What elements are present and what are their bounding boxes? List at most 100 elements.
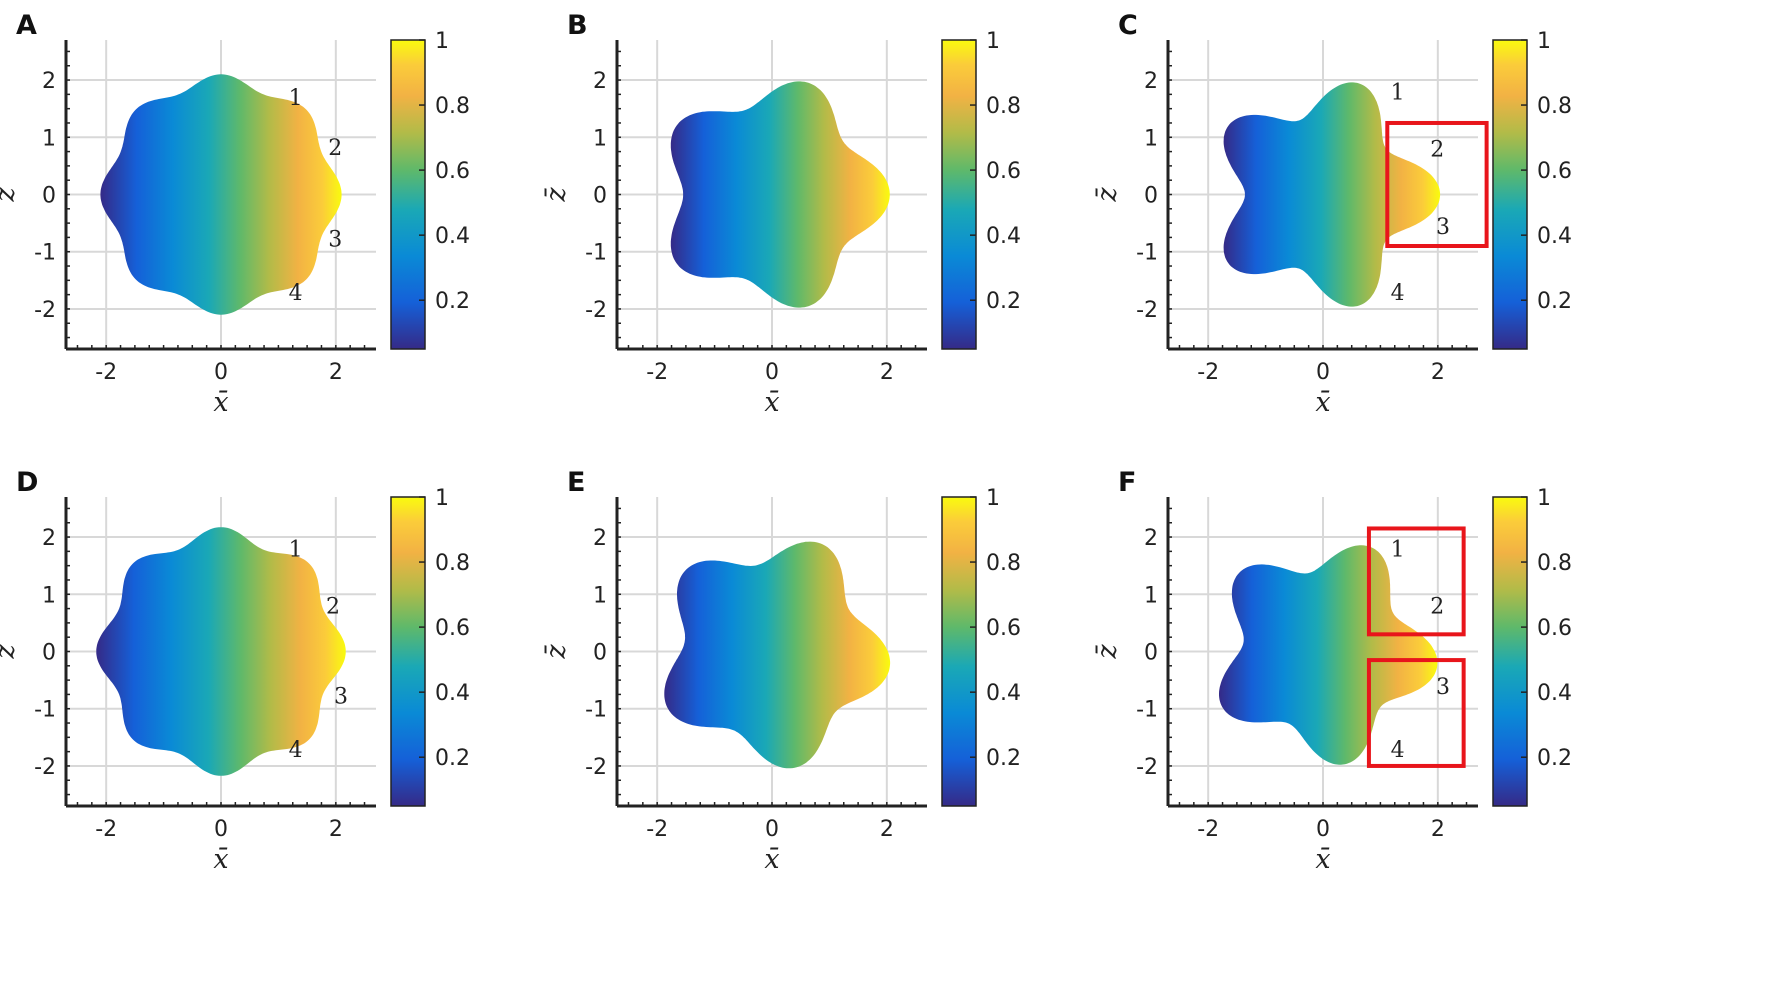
colorbar xyxy=(1492,39,1528,350)
z-tick-label: 2 xyxy=(42,526,56,551)
z-tick-label: 2 xyxy=(593,526,607,551)
z-tick-label: -2 xyxy=(585,755,607,780)
z-tick-label: 2 xyxy=(593,69,607,94)
panel-d: D -2 0 2 -2 -1 0 1 2 x̄ z̄ 1 2 3 4 0.2 0.4 0.6 0.8 1 xyxy=(0,467,470,875)
lobe-annotation: 4 xyxy=(1391,738,1405,763)
x-tick-label: -2 xyxy=(1197,817,1219,842)
z-tick-label: 1 xyxy=(42,583,56,608)
panel-f: F -2 0 2 -2 -1 0 1 2 x̄ z̄ 1 2 3 4 0.2 0.4 0.6 0.8 1 xyxy=(1092,467,1572,875)
x-tick-label: 0 xyxy=(1316,817,1330,842)
lobe-annotation: 4 xyxy=(289,281,303,306)
colorbar-tick-label: 0.6 xyxy=(986,159,1021,184)
colorbar-tick-label: 0.4 xyxy=(986,681,1021,706)
heatmap-surface xyxy=(100,74,342,315)
lobe-annotation: 4 xyxy=(289,738,303,763)
highlight-box xyxy=(1385,120,1489,248)
x-tick-label: 0 xyxy=(765,817,779,842)
colorbar-tick-label: 0.6 xyxy=(1537,616,1572,641)
colorbar-tick-label: 1 xyxy=(986,486,1000,511)
lobe-annotation: 1 xyxy=(289,86,303,111)
colorbar-tick-label: 0.8 xyxy=(986,94,1021,119)
lobe-annotation: 2 xyxy=(1430,595,1444,620)
z-axis-label: z̄ xyxy=(541,644,572,660)
heatmap-surface xyxy=(1223,82,1441,307)
heatmap-surface xyxy=(96,527,346,776)
colorbar-tick-label: 0.8 xyxy=(1537,551,1572,576)
colorbar xyxy=(941,496,977,807)
colorbar-tick-label: 0.2 xyxy=(986,289,1021,314)
z-tick-label: -1 xyxy=(585,698,607,723)
x-tick-label: -2 xyxy=(646,817,668,842)
lobe-annotation: 1 xyxy=(289,538,303,563)
z-tick-label: -2 xyxy=(34,298,56,323)
colorbar-tick-label: 0.2 xyxy=(435,746,470,771)
z-axis-label: z̄ xyxy=(1092,644,1123,660)
x-tick-label: 2 xyxy=(329,360,343,385)
z-axis-label: z̄ xyxy=(0,644,21,660)
x-axis-label: x̄ xyxy=(213,387,228,418)
lobe-annotation: 2 xyxy=(326,595,340,620)
x-tick-label: 0 xyxy=(765,360,779,385)
z-tick-label: 0 xyxy=(1144,641,1158,666)
colorbar-tick-label: 1 xyxy=(1537,29,1551,54)
z-tick-label: 0 xyxy=(593,641,607,666)
z-tick-label: -1 xyxy=(1136,698,1158,723)
colorbar-tick-label: 0.6 xyxy=(435,159,470,184)
z-tick-label: -2 xyxy=(1136,298,1158,323)
colorbar-tick-label: 0.4 xyxy=(435,224,470,249)
x-tick-label: 2 xyxy=(1431,360,1445,385)
heatmap-surface xyxy=(670,81,890,308)
colorbar-tick-label: 0.8 xyxy=(986,551,1021,576)
lobe-annotation: 3 xyxy=(328,228,342,253)
panel-label: E xyxy=(567,467,585,498)
colorbar-tick-label: 1 xyxy=(435,486,449,511)
z-tick-label: 0 xyxy=(1144,184,1158,209)
colorbar xyxy=(1492,496,1528,807)
z-axis-label: z̄ xyxy=(1092,187,1123,203)
lobe-annotation: 1 xyxy=(1391,538,1405,563)
x-axis-label: x̄ xyxy=(213,844,228,875)
x-tick-label: 0 xyxy=(214,817,228,842)
z-tick-label: 0 xyxy=(42,641,56,666)
lobe-annotation: 3 xyxy=(1436,675,1450,700)
lobe-annotation: 2 xyxy=(1430,138,1444,163)
x-tick-label: -2 xyxy=(646,360,668,385)
z-tick-label: 0 xyxy=(593,184,607,209)
x-tick-label: 2 xyxy=(880,817,894,842)
lobe-annotation: 1 xyxy=(1391,81,1405,106)
colorbar-tick-label: 0.2 xyxy=(1537,289,1572,314)
x-tick-label: -2 xyxy=(1197,360,1219,385)
x-axis-label: x̄ xyxy=(1315,844,1330,875)
panel-label: B xyxy=(567,10,588,41)
z-tick-label: 1 xyxy=(42,126,56,151)
x-tick-label: 2 xyxy=(1431,817,1445,842)
highlight-box xyxy=(1366,526,1466,637)
heatmap-surface xyxy=(1219,545,1438,765)
z-tick-label: -2 xyxy=(34,755,56,780)
z-tick-label: 1 xyxy=(1144,126,1158,151)
panel-label: A xyxy=(16,10,37,41)
x-tick-label: 0 xyxy=(1316,360,1330,385)
colorbar-tick-label: 0.8 xyxy=(435,551,470,576)
panel-label: F xyxy=(1118,467,1136,498)
colorbar-tick-label: 0.2 xyxy=(435,289,470,314)
z-tick-label: -1 xyxy=(585,241,607,266)
z-tick-label: -2 xyxy=(1136,755,1158,780)
x-tick-label: -2 xyxy=(95,817,117,842)
colorbar-tick-label: 0.4 xyxy=(1537,681,1572,706)
x-tick-label: 2 xyxy=(880,360,894,385)
colorbar-tick-label: 0.8 xyxy=(435,94,470,119)
colorbar-tick-label: 0.4 xyxy=(435,681,470,706)
z-tick-label: -2 xyxy=(585,298,607,323)
colorbar-tick-label: 0.4 xyxy=(986,224,1021,249)
colorbar-tick-label: 1 xyxy=(435,29,449,54)
colorbar-tick-label: 0.4 xyxy=(1537,224,1572,249)
colorbar xyxy=(390,39,426,350)
colorbar-tick-label: 0.8 xyxy=(1537,94,1572,119)
z-tick-label: -1 xyxy=(34,241,56,266)
x-tick-label: -2 xyxy=(95,360,117,385)
colorbar-tick-label: 0.6 xyxy=(435,616,470,641)
colorbar-tick-label: 0.2 xyxy=(1537,746,1572,771)
x-axis-label: x̄ xyxy=(764,387,779,418)
